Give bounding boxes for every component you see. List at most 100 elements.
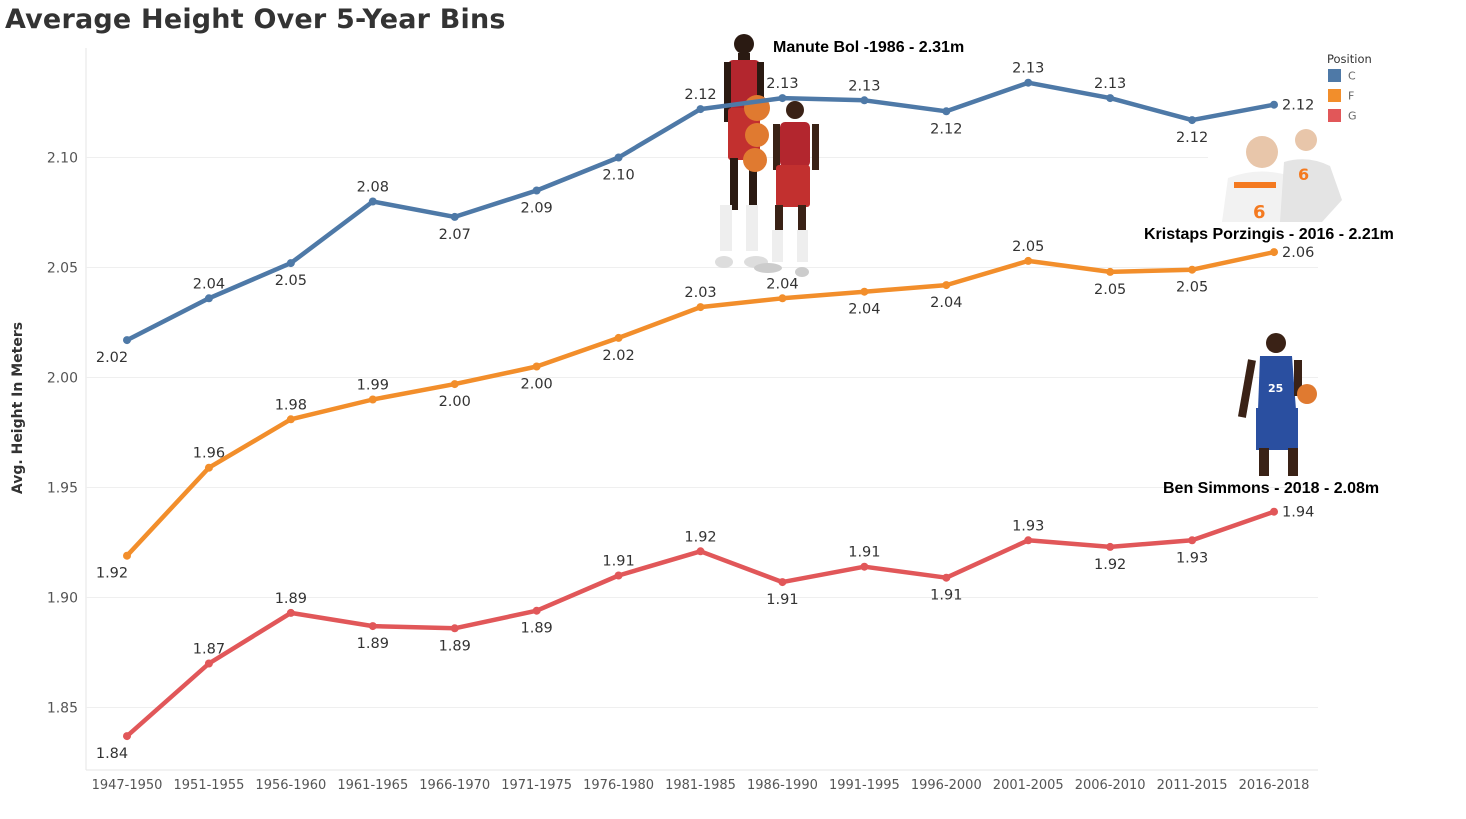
data-label-G: 1.93 [1176,550,1208,566]
data-label-C: 2.04 [193,276,225,292]
svg-text:6: 6 [1298,165,1309,184]
x-tick-label: 1961-1965 [337,778,408,793]
basketball-icon [743,148,767,172]
data-label-C: 2.13 [766,76,798,92]
legend-swatch-F [1328,89,1341,102]
data-labels: 2.02 2.04 2.05 2.08 2.07 2.09 2.10 2.12 2.13 2.13… [96,61,1314,762]
data-point-F [696,303,705,312]
data-point-G [123,732,131,741]
data-label-F: 2.04 [766,276,798,292]
data-label-G: 1.93 [1012,518,1044,534]
data-label-G: 1.92 [1094,557,1126,573]
data-point-F [860,287,869,296]
data-label-F: 1.99 [357,378,389,394]
data-point-F [532,362,541,371]
y-tick-label: 1.85 [47,701,78,717]
data-point-F [1188,265,1197,274]
data-label-F: 2.05 [1176,280,1208,296]
data-point-F [450,380,459,389]
data-point-C [1024,78,1033,87]
player-head-icon [1246,136,1278,168]
data-label-C: 2.08 [357,180,389,196]
x-tick-label: 1971-1975 [501,778,572,793]
x-tick-label: 2006-2010 [1075,778,1146,793]
data-point-G [532,606,541,615]
data-label-C: 2.13 [1012,61,1044,77]
data-point-G [778,578,787,587]
data-point-C [696,105,705,114]
data-point-C [532,186,541,195]
data-point-C [368,197,377,206]
data-label-C: 2.12 [1282,98,1314,114]
data-point-F [614,333,623,342]
data-point-C [450,212,459,221]
data-point-F [1024,256,1033,265]
series-line-G [124,509,1277,739]
x-tick-label: 1956-1960 [255,778,326,793]
data-point-F [368,395,377,404]
data-label-G: 1.89 [357,636,389,652]
x-tick-label: 1976-1980 [583,778,654,793]
y-tick-label: 1.90 [47,591,78,607]
data-label-G: 1.89 [521,621,553,637]
data-label-G: 1.89 [439,638,471,654]
data-point-F [1270,248,1279,257]
data-label-F: 2.04 [848,302,880,318]
data-point-G [860,562,869,571]
x-tick-label: 2001-2005 [993,778,1064,793]
data-label-C: 2.13 [848,78,880,94]
data-point-F [778,294,787,303]
data-label-G: 1.84 [96,746,128,762]
manute-bol-illustration [715,34,819,277]
data-label-F: 2.05 [1012,239,1044,255]
svg-text:25: 25 [1268,382,1283,395]
y-tick-label: 2.05 [47,261,78,277]
x-tick-label: 1966-1970 [419,778,490,793]
data-label-C: 2.12 [1176,130,1208,146]
data-label-G: 1.91 [602,554,634,570]
data-label-G: 1.94 [1282,505,1314,521]
y-axis-label: Avg. Height In Meters [10,322,26,494]
x-tick-label: 1947-1950 [92,778,163,793]
data-point-F [1106,267,1115,276]
data-point-G [1270,507,1279,516]
data-point-G [1106,542,1115,551]
data-point-C [614,153,623,162]
data-point-G [368,622,377,631]
data-label-F: 2.05 [1094,282,1126,298]
data-label-F: 1.92 [96,566,128,582]
x-tick-label: 2016-2018 [1239,778,1310,793]
data-point-C [1106,94,1115,103]
data-label-F: 1.98 [275,397,307,413]
data-point-C [1188,116,1197,125]
basketball-icon [1297,384,1317,404]
data-point-C [942,107,951,116]
data-label-G: 1.87 [193,642,225,658]
annotation-kristaps-porzingis: Kristaps Porzingis - 2016 - 2.21m [1144,226,1394,243]
data-label-C: 2.09 [521,201,553,217]
data-point-C [286,259,295,268]
data-point-G [1188,536,1197,545]
data-point-C [1270,100,1279,109]
data-label-F: 2.00 [521,377,553,393]
y-tick-label: 2.00 [47,371,78,387]
x-tick-label: 1951-1955 [174,778,245,793]
data-point-C [204,294,213,303]
data-point-F [123,551,131,560]
data-label-C: 2.02 [96,350,128,366]
data-label-C: 2.10 [602,168,634,184]
legend-swatch-G [1328,109,1341,122]
annotation-ben-simmons: Ben Simmons - 2018 - 2.08m [1163,480,1379,497]
data-point-G [942,573,951,582]
data-label-F: 2.00 [439,394,471,410]
y-axis-ticks: 1.85 1.90 1.95 2.00 2.05 2.10 [47,151,78,717]
data-label-F: 2.03 [684,285,716,301]
data-label-F: 2.02 [602,348,634,364]
data-point-G [286,608,295,617]
data-point-F [942,281,951,290]
data-label-F: 1.96 [193,446,225,462]
data-point-F [204,463,213,472]
data-label-G: 1.91 [766,592,798,608]
data-label-C: 2.12 [684,87,716,103]
